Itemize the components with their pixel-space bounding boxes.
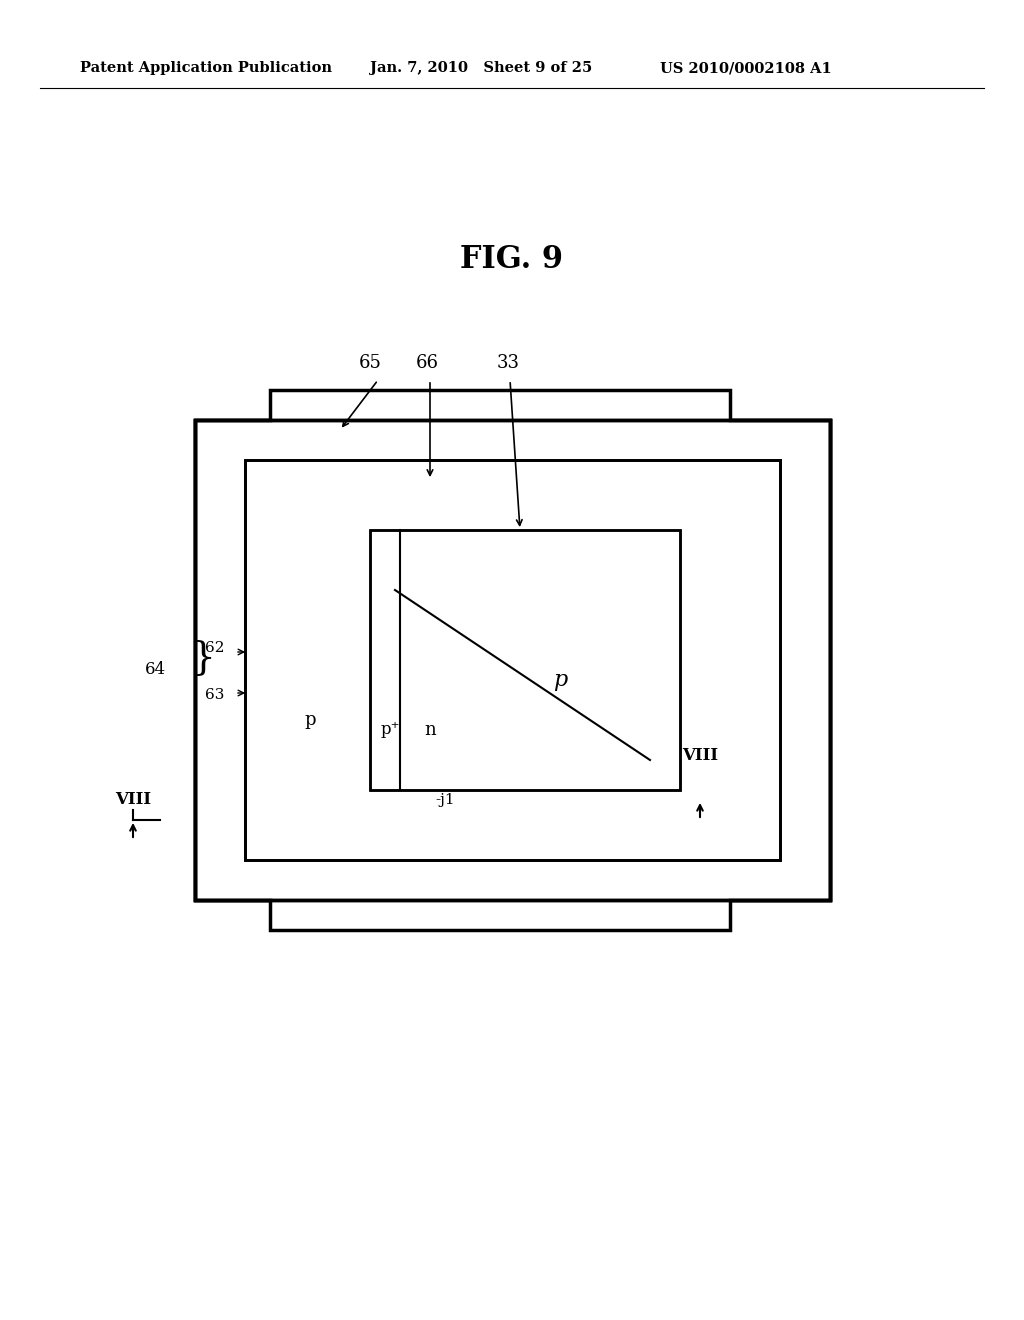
Bar (195, 459, 245, 861)
Bar (270, 389, 730, 420)
Bar (370, 531, 680, 789)
Bar (370, 531, 680, 789)
Bar (195, 420, 830, 900)
Bar (195, 420, 830, 900)
Text: 63: 63 (205, 688, 224, 702)
Bar (370, 531, 680, 789)
Bar (370, 531, 680, 789)
Bar (245, 789, 780, 861)
Text: 64: 64 (144, 661, 166, 678)
Bar (245, 459, 780, 861)
Bar (195, 420, 830, 900)
Bar (195, 420, 830, 459)
Text: FIG. 9: FIG. 9 (461, 244, 563, 276)
Text: 62: 62 (205, 642, 224, 655)
Bar (245, 459, 780, 861)
Text: 65: 65 (358, 354, 381, 372)
Bar (245, 459, 780, 861)
Text: 66: 66 (416, 354, 438, 372)
Text: VIII: VIII (682, 747, 718, 763)
Text: p⁺: p⁺ (380, 722, 399, 738)
Text: Patent Application Publication: Patent Application Publication (80, 61, 332, 75)
Bar (245, 459, 780, 531)
Text: p: p (304, 711, 315, 729)
Text: -j1: -j1 (435, 793, 455, 807)
Text: {: { (182, 636, 208, 673)
Bar (780, 459, 830, 861)
Bar (270, 900, 730, 931)
Text: Jan. 7, 2010   Sheet 9 of 25: Jan. 7, 2010 Sheet 9 of 25 (370, 61, 592, 75)
Bar (195, 861, 830, 900)
Bar (195, 420, 830, 900)
Text: p: p (553, 669, 567, 690)
Text: US 2010/0002108 A1: US 2010/0002108 A1 (660, 61, 831, 75)
Text: 33: 33 (497, 354, 519, 372)
Bar (680, 531, 780, 789)
Bar (270, 900, 730, 931)
Bar (245, 531, 370, 789)
Bar (270, 389, 730, 420)
Text: n: n (424, 721, 436, 739)
Text: VIII: VIII (115, 792, 152, 808)
Bar (370, 531, 680, 789)
